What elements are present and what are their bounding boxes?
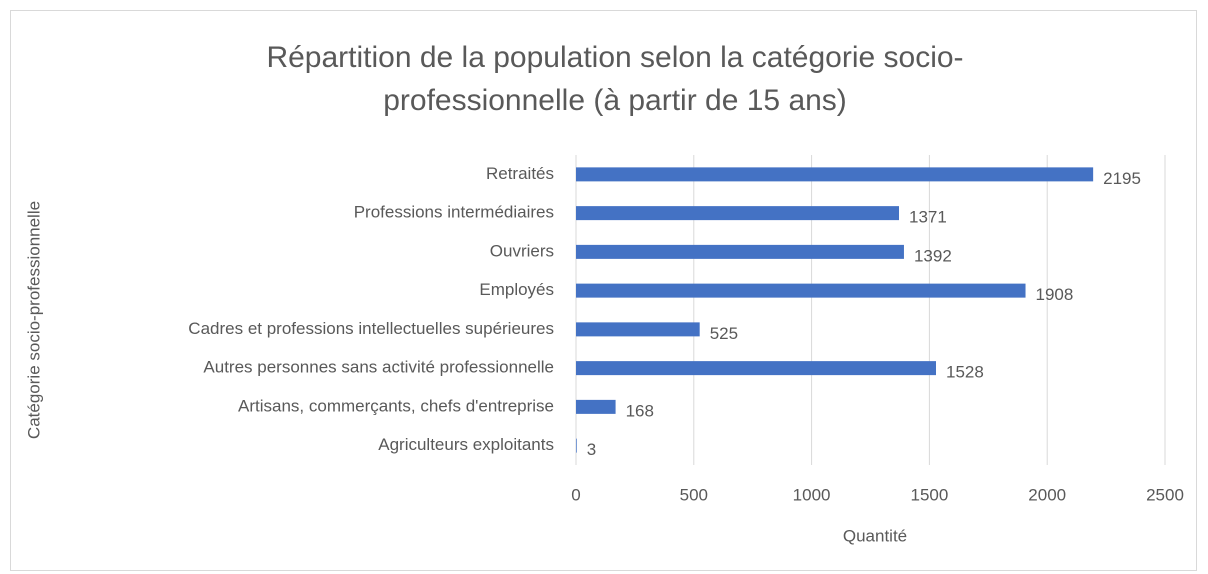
y-tick-label: Retraités (486, 164, 554, 183)
y-tick-label: Professions intermédiaires (354, 203, 554, 222)
bar (576, 438, 577, 453)
x-tick-label: 2500 (1146, 485, 1184, 504)
y-tick-label: Autres personnes sans activité professio… (203, 358, 554, 377)
chart-border (10, 10, 1197, 571)
chart-title: Répartition de la population selon la ca… (266, 41, 964, 117)
bar (576, 244, 904, 259)
bar (576, 399, 616, 414)
y-tick-label: Artisans, commerçants, chefs d'entrepris… (238, 396, 554, 415)
data-label: 525 (710, 324, 738, 343)
bar (576, 206, 900, 221)
x-tick-label: 500 (680, 485, 708, 504)
y-tick-label: Cadres et professions intellectuelles su… (188, 319, 554, 338)
x-tick-label: 0 (571, 485, 580, 504)
y-axis-label: Catégorie socio-professionnelle (24, 201, 43, 439)
data-label: 1528 (946, 363, 984, 382)
y-tick-label: Employés (479, 280, 554, 299)
x-tick-label: 1500 (910, 485, 948, 504)
x-tick-label: 1000 (793, 485, 831, 504)
data-label: 1908 (1036, 285, 1074, 304)
y-tick-label: Ouvriers (490, 241, 554, 260)
x-tick-label: 2000 (1028, 485, 1066, 504)
x-axis-label: Quantité (843, 526, 907, 545)
bar (576, 361, 936, 376)
data-label: 1371 (909, 208, 947, 227)
bar (576, 322, 700, 337)
data-label: 2195 (1103, 169, 1141, 188)
data-label: 1392 (914, 246, 952, 265)
y-tick-label: Agriculteurs exploitants (378, 435, 554, 454)
data-label: 3 (587, 440, 596, 459)
bar (576, 283, 1026, 298)
bar (576, 167, 1094, 182)
data-label: 168 (626, 401, 654, 420)
